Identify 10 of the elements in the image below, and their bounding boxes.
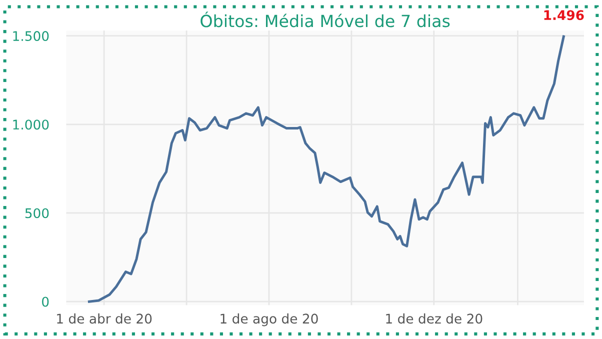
y-tick-label: 500: [25, 208, 49, 218]
x-tick-label: 1 de abr de 20: [57, 313, 152, 324]
line-series: [88, 35, 565, 303]
y-tick-label: 1.500: [13, 31, 49, 42]
y-tick-label: 1.000: [13, 120, 49, 130]
x-tick-label: 1 de ago de 20: [220, 313, 318, 326]
chart-title: Óbitos: Média Móvel de 7 dias: [200, 12, 450, 28]
y-tick-label: 0: [42, 296, 49, 307]
annotation: 1.496: [544, 10, 584, 20]
x-tick-label: 1 de dez de 20: [386, 313, 482, 324]
